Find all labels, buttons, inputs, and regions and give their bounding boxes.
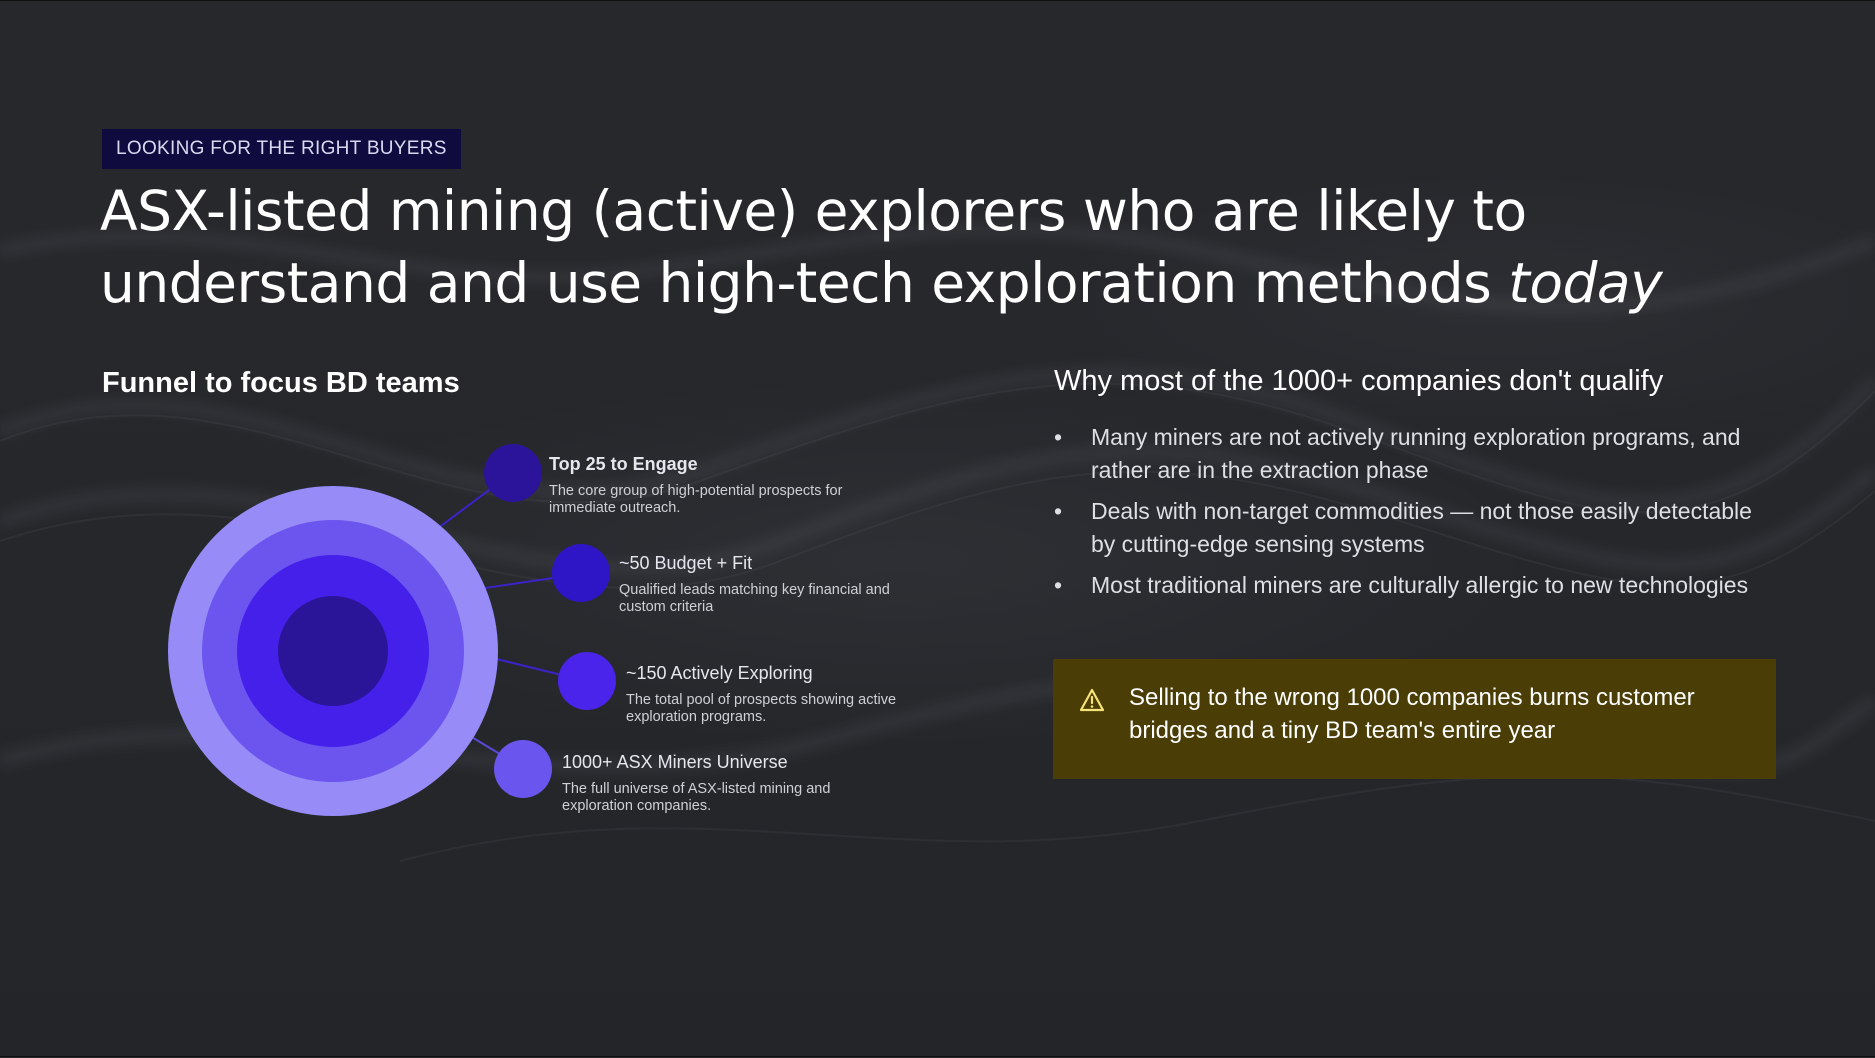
funnel-heading: Funnel to focus BD teams (102, 367, 460, 399)
warning-callout: Selling to the wrong 1000 companies burn… (1053, 659, 1776, 779)
callout-text: Selling to the wrong 1000 companies burn… (1129, 684, 1695, 744)
stage-title: ~50 Budget + Fit (619, 553, 753, 573)
stage-title: 1000+ ASX Miners Universe (562, 752, 788, 772)
page-title: ASX-listed mining (active) explorers who… (100, 175, 1820, 319)
stage-node-universe (494, 740, 552, 798)
stage-node-actively-exploring (558, 652, 616, 710)
title-main: ASX-listed mining (active) explorers who… (100, 179, 1527, 315)
section-tag: LOOKING FOR THE RIGHT BUYERS (102, 129, 461, 169)
why-heading: Why most of the 1000+ companies don't qu… (1054, 365, 1664, 397)
stage-node-top25 (484, 444, 542, 502)
list-item: Deals with non-target commodities — not … (1054, 495, 1774, 561)
stage-description: The full universe of ASX-listed mining a… (562, 781, 831, 814)
reasons-list: Many miners are not actively running exp… (1054, 421, 1774, 610)
funnel-ring-core (278, 596, 388, 706)
list-item: Many miners are not actively running exp… (1054, 421, 1774, 487)
stage-node-budget-fit (552, 544, 610, 602)
list-item: Most traditional miners are culturally a… (1054, 569, 1774, 602)
stage-description: The total pool of prospects showing acti… (626, 692, 897, 725)
warning-icon (1079, 688, 1105, 712)
stage-description: The core group of high-potential prospec… (549, 483, 843, 516)
title-emphasis: today (1508, 251, 1663, 315)
stage-description: Qualified leads matching key financial a… (619, 582, 890, 615)
stage-title: Top 25 to Engage (549, 454, 698, 474)
stage-title: ~150 Actively Exploring (626, 663, 813, 683)
